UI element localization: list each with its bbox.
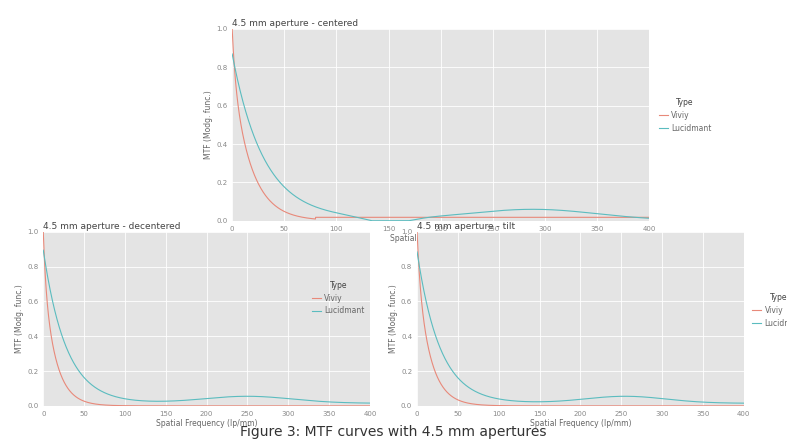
Lucidmant — [55, 327, 65, 332]
Viviy — [556, 215, 566, 220]
Lucidmant — [563, 398, 572, 403]
Viviy — [645, 215, 654, 220]
Legend: Viviy, Lucidmant: Viviy, Lucidmant — [657, 96, 713, 134]
Legend: Viviy, Lucidmant: Viviy, Lucidmant — [310, 279, 366, 317]
Viviy — [39, 229, 48, 235]
Viviy — [430, 215, 440, 220]
Lucidmant — [633, 215, 642, 220]
Viviy — [633, 215, 642, 220]
Viviy — [571, 403, 581, 409]
Viviy — [311, 216, 320, 222]
Viviy — [429, 365, 438, 371]
Viviy — [730, 403, 739, 409]
Viviy — [730, 403, 739, 409]
Text: 4.5 mm aperture - decentered: 4.5 mm aperture - decentered — [43, 222, 181, 231]
Line: Viviy: Viviy — [417, 232, 744, 406]
Text: 4.5 mm aperture - centered: 4.5 mm aperture - centered — [232, 19, 358, 28]
Line: Viviy: Viviy — [43, 232, 370, 406]
Lucidmant — [556, 208, 566, 213]
Lucidmant — [430, 214, 440, 219]
Viviy — [365, 403, 375, 409]
Lucidmant — [429, 327, 438, 333]
Viviy — [55, 370, 65, 375]
Viviy — [412, 229, 422, 235]
Lucidmant — [356, 400, 365, 405]
Lucidmant — [227, 51, 237, 57]
Viviy — [249, 170, 258, 175]
Legend: Viviy, Lucidmant: Viviy, Lucidmant — [751, 291, 787, 329]
Viviy — [227, 26, 237, 32]
Lucidmant — [412, 249, 422, 255]
Lucidmant — [571, 397, 581, 402]
Viviy — [633, 215, 642, 220]
Lucidmant — [365, 401, 375, 406]
Lucidmant — [633, 215, 642, 220]
Y-axis label: MTF (Modg. func.): MTF (Modg. func.) — [16, 285, 24, 353]
Lucidmant — [296, 397, 305, 402]
Viviy — [296, 403, 305, 409]
Lucidmant — [198, 396, 207, 401]
Viviy — [563, 403, 572, 409]
Lucidmant — [730, 401, 739, 406]
Lucidmant — [189, 397, 198, 402]
Text: 4.5 mm aperture - tilt: 4.5 mm aperture - tilt — [417, 222, 515, 231]
Text: Figure 3: MTF curves with 4.5 mm apertures: Figure 3: MTF curves with 4.5 mm apertur… — [240, 425, 547, 439]
Lucidmant — [39, 248, 48, 253]
Lucidmant — [368, 218, 377, 223]
Viviy — [198, 403, 207, 409]
Viviy — [670, 403, 679, 409]
X-axis label: Spatial Frequency (lp/mm): Spatial Frequency (lp/mm) — [390, 234, 491, 243]
Line: Lucidmant: Lucidmant — [232, 54, 649, 221]
Y-axis label: MTF (Modg. func.): MTF (Modg. func.) — [390, 285, 398, 353]
Lucidmant — [670, 397, 679, 403]
X-axis label: Spatial Frequency (lp/mm): Spatial Frequency (lp/mm) — [156, 419, 257, 428]
Line: Viviy: Viviy — [232, 29, 649, 219]
Lucidmant — [730, 401, 739, 406]
Viviy — [356, 403, 365, 409]
Lucidmant — [645, 215, 654, 221]
Line: Lucidmant: Lucidmant — [43, 250, 370, 403]
Viviy — [189, 403, 198, 409]
Lucidmant — [356, 400, 365, 405]
X-axis label: Spatial Frequency (lp/mm): Spatial Frequency (lp/mm) — [530, 419, 631, 428]
Y-axis label: MTF (Modg. func.): MTF (Modg. func.) — [205, 91, 213, 159]
Lucidmant — [249, 132, 258, 137]
Viviy — [739, 403, 748, 409]
Line: Lucidmant: Lucidmant — [417, 252, 744, 403]
Lucidmant — [419, 215, 429, 221]
Viviy — [419, 215, 429, 220]
Viviy — [356, 403, 365, 409]
Lucidmant — [739, 401, 748, 406]
